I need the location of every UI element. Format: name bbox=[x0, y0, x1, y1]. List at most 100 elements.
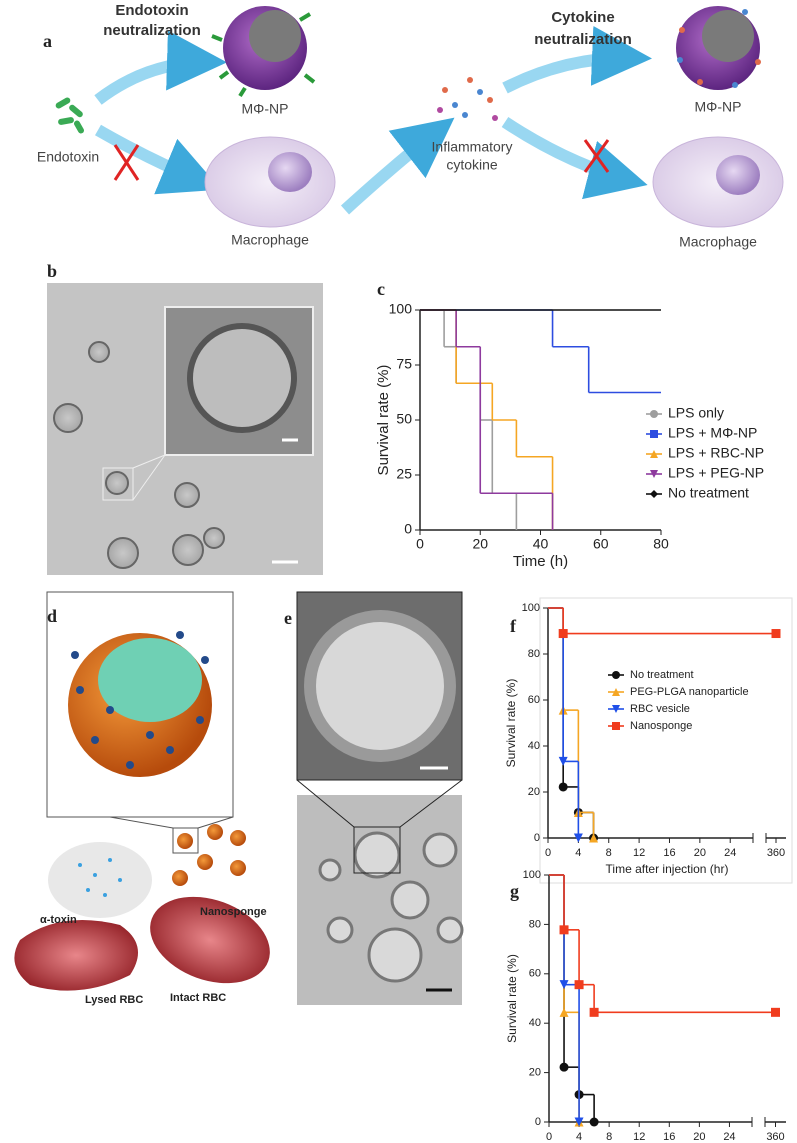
x-tick-label: 360 bbox=[766, 1131, 784, 1143]
panel-b-micrograph bbox=[47, 283, 323, 575]
y-tick-label: 75 bbox=[396, 356, 412, 372]
legend-marker bbox=[650, 450, 658, 458]
label: α-toxin bbox=[40, 914, 77, 926]
legend-label: LPS + RBC-NP bbox=[668, 445, 764, 461]
heading: Endotoxin bbox=[115, 2, 188, 19]
legend-label: PEG-PLGA nanoparticle bbox=[630, 686, 749, 698]
panel-label: b bbox=[47, 261, 57, 281]
heading: neutralization bbox=[103, 22, 201, 39]
point-marker bbox=[574, 980, 584, 990]
label: cytokine bbox=[446, 157, 498, 173]
x-tick-label: 0 bbox=[546, 1131, 552, 1143]
x-axis-label: Time (h) bbox=[513, 553, 568, 570]
x-tick-label: 16 bbox=[663, 1131, 675, 1143]
label: MΦ-NP bbox=[242, 101, 289, 117]
label: Macrophage bbox=[231, 232, 309, 248]
point-marker bbox=[559, 980, 569, 990]
x-tick-label: 24 bbox=[724, 847, 736, 859]
y-tick-label: 100 bbox=[522, 602, 540, 614]
point-marker bbox=[589, 833, 599, 843]
label: Nanosponge bbox=[200, 906, 267, 918]
legend-label: LPS + MΦ-NP bbox=[668, 425, 757, 441]
legend-label: RBC vesicle bbox=[630, 703, 690, 715]
panel-e-micrograph bbox=[296, 591, 464, 1005]
y-tick-label: 0 bbox=[534, 832, 540, 844]
x-tick-label: 20 bbox=[693, 1131, 705, 1143]
point-marker bbox=[589, 1117, 599, 1127]
point-marker bbox=[771, 629, 781, 639]
y-axis-label: Survival rate (%) bbox=[504, 679, 518, 768]
x-tick-label: 4 bbox=[576, 1131, 582, 1143]
point-marker bbox=[574, 1117, 584, 1127]
legend-marker bbox=[612, 705, 620, 713]
legend-label: LPS + PEG-NP bbox=[668, 465, 764, 481]
point-marker bbox=[559, 925, 569, 935]
x-tick-label: 16 bbox=[663, 847, 675, 859]
y-tick-label: 100 bbox=[389, 301, 413, 317]
x-axis-label: Time after injection (hr) bbox=[606, 862, 729, 876]
y-axis-label: Survival rate (%) bbox=[375, 365, 392, 476]
label: Macrophage bbox=[679, 234, 757, 250]
label: Intact RBC bbox=[170, 992, 226, 1004]
y-tick-label: 20 bbox=[529, 1067, 541, 1079]
legend-marker bbox=[612, 688, 620, 696]
x-tick-label: 0 bbox=[545, 847, 551, 859]
label: Endotoxin bbox=[37, 149, 99, 165]
x-tick-label: 12 bbox=[633, 847, 645, 859]
y-tick-label: 100 bbox=[523, 869, 541, 881]
point-marker bbox=[573, 833, 583, 843]
x-tick-label: 12 bbox=[633, 1131, 645, 1143]
panel-label: c bbox=[377, 279, 385, 299]
point-marker bbox=[558, 756, 568, 766]
point-marker bbox=[558, 629, 568, 639]
x-tick-label: 20 bbox=[472, 536, 488, 552]
heading: neutralization bbox=[534, 31, 632, 48]
panel-label: a bbox=[43, 31, 52, 51]
legend-marker bbox=[612, 671, 620, 679]
x-tick-label: 360 bbox=[767, 847, 785, 859]
x-tick-label: 60 bbox=[593, 536, 609, 552]
y-tick-label: 25 bbox=[396, 466, 412, 482]
y-tick-label: 40 bbox=[529, 1017, 541, 1029]
y-tick-label: 80 bbox=[529, 918, 541, 930]
y-tick-label: 40 bbox=[528, 740, 540, 752]
y-tick-label: 0 bbox=[404, 521, 412, 537]
x-tick-label: 24 bbox=[723, 1131, 735, 1143]
y-tick-label: 80 bbox=[528, 648, 540, 660]
legend-label: No treatment bbox=[630, 669, 694, 681]
point-marker bbox=[558, 782, 568, 792]
point-marker bbox=[559, 1062, 569, 1072]
y-tick-label: 50 bbox=[396, 411, 412, 427]
point-marker bbox=[589, 1007, 599, 1017]
x-tick-label: 4 bbox=[575, 847, 581, 859]
legend-label: No treatment bbox=[668, 485, 749, 501]
panel-f-frame bbox=[539, 597, 793, 884]
y-tick-label: 20 bbox=[528, 786, 540, 798]
legend-marker bbox=[650, 490, 658, 498]
legend-label: Nanosponge bbox=[630, 720, 692, 732]
label: Lysed RBC bbox=[85, 994, 143, 1006]
legend-marker bbox=[612, 722, 620, 730]
x-tick-label: 40 bbox=[533, 536, 549, 552]
legend-marker bbox=[650, 430, 658, 438]
panel-label: e bbox=[284, 608, 292, 628]
label: MΦ-NP bbox=[695, 99, 742, 115]
heading: Cytokine bbox=[551, 9, 614, 26]
x-tick-label: 8 bbox=[606, 847, 612, 859]
y-tick-label: 60 bbox=[529, 968, 541, 980]
panel-label: f bbox=[510, 616, 517, 636]
panel-label: d bbox=[47, 606, 57, 626]
panel-label: g bbox=[510, 881, 519, 901]
y-axis-label: Survival rate (%) bbox=[505, 954, 519, 1043]
legend-label: LPS only bbox=[668, 405, 724, 421]
panel-a-art bbox=[55, 6, 784, 228]
point-marker bbox=[559, 1007, 569, 1017]
y-tick-label: 60 bbox=[528, 694, 540, 706]
x-tick-label: 20 bbox=[694, 847, 706, 859]
x-tick-label: 0 bbox=[416, 536, 424, 552]
legend-marker bbox=[650, 410, 658, 418]
x-tick-label: 80 bbox=[653, 536, 669, 552]
legend-marker bbox=[650, 470, 658, 478]
panel-d-illustration bbox=[14, 591, 270, 991]
